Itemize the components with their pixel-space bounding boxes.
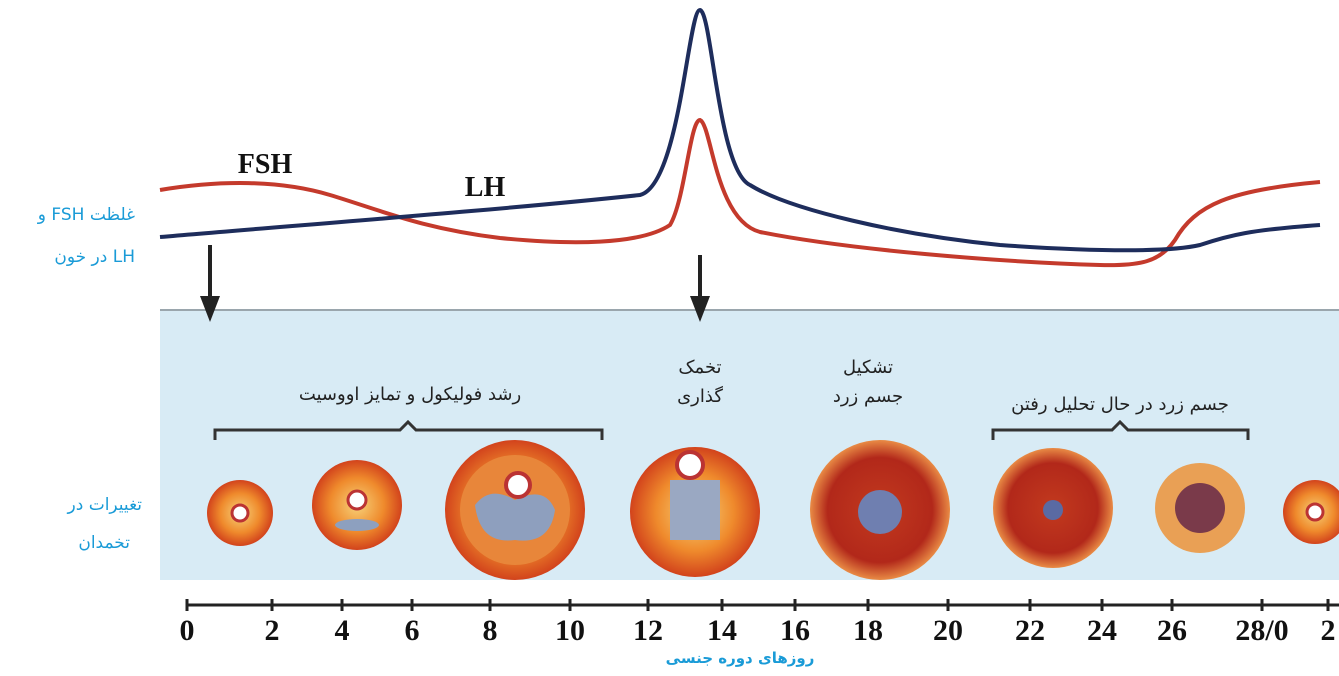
x-tick-label: 16	[780, 614, 810, 647]
corpus-luteum	[810, 440, 950, 580]
x-tick-label: 2	[1321, 614, 1336, 647]
x-axis-label: روزهای دوره جنسی	[666, 649, 815, 667]
x-tick-label: 22	[1015, 614, 1045, 647]
x-tick-label: 6	[405, 614, 420, 647]
ovulation	[630, 447, 760, 577]
stage-label: جسم زرد	[833, 386, 903, 407]
lh-label: LH	[465, 172, 506, 203]
x-tick-label: 0	[180, 614, 195, 647]
follicle	[312, 460, 402, 550]
corpus-luteum	[993, 448, 1113, 568]
x-tick-label: 14	[707, 614, 737, 647]
fsh-curve	[160, 120, 1320, 265]
y-axis-label: غلظت FSH و	[37, 205, 135, 225]
x-tick-label: 24	[1087, 614, 1117, 647]
ovary-label: تغییرات در	[67, 495, 143, 515]
x-tick-label: 10	[555, 614, 585, 647]
page: FSH LH غلظت FSH و LH در خون رشد فولیکول …	[0, 0, 1339, 676]
x-tick-label: 8	[483, 614, 498, 647]
y-axis-label: LH در خون	[54, 247, 135, 267]
corpus-albicans	[1155, 463, 1245, 553]
x-tick-label: 20	[933, 614, 963, 647]
x-tick-label: 2	[265, 614, 280, 647]
follicle	[445, 440, 585, 580]
x-tick-label: 28/0	[1235, 614, 1288, 647]
stage-label: تخمک	[678, 357, 721, 378]
x-tick-label: 4	[335, 614, 350, 647]
x-tick-label: 12	[633, 614, 663, 647]
follicle	[207, 480, 273, 546]
x-tick-label: 18	[853, 614, 883, 647]
diagram: FSH LH غلظت FSH و LH در خون رشد فولیکول …	[0, 0, 1339, 676]
lh-curve	[160, 10, 1320, 250]
stage-label: رشد فولیکول و تمایز اووسیت	[299, 384, 521, 405]
x-tick-label: 26	[1157, 614, 1187, 647]
stage-label: جسم زرد در حال تحلیل رفتن	[1011, 394, 1229, 415]
fsh-label: FSH	[238, 149, 293, 180]
stage-label: گذاری	[677, 385, 723, 407]
ovary-label: تخمدان	[78, 533, 130, 553]
stage-label: تشکیل	[843, 357, 893, 378]
